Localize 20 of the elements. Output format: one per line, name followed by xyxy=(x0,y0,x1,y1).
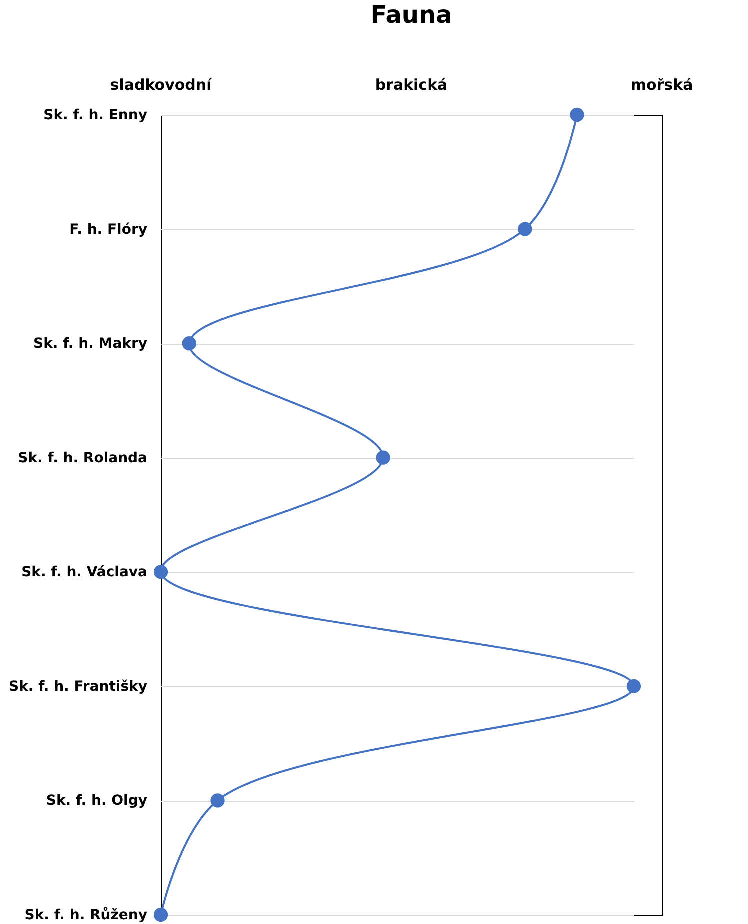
point xyxy=(570,108,584,122)
y-tick-label: Sk. f. h. Enny xyxy=(44,108,148,124)
point xyxy=(154,565,168,580)
y-tick-label: Sk. f. h. Makry xyxy=(34,336,148,352)
text: sladkovodní xyxy=(110,76,213,94)
point xyxy=(182,336,196,351)
point xyxy=(154,908,168,922)
text: mořská xyxy=(630,76,694,94)
point xyxy=(626,679,642,694)
point xyxy=(210,794,225,808)
point xyxy=(518,222,532,236)
y-tick-label: F. h. Flóry xyxy=(70,222,148,238)
chart-title: Fauna xyxy=(370,1,452,29)
text: brakická xyxy=(375,76,448,94)
y-tick-label: Sk. f. h. Františky xyxy=(8,678,148,695)
y-tick-label: Sk. f. h. Rolanda xyxy=(18,450,148,466)
y-tick-label: Sk. f. h. Růženy xyxy=(24,906,148,924)
y-tick-label: Sk. f. h. Václava xyxy=(22,564,148,581)
point xyxy=(376,450,390,465)
y-tick-label: Sk. f. h. Olgy xyxy=(46,793,148,810)
